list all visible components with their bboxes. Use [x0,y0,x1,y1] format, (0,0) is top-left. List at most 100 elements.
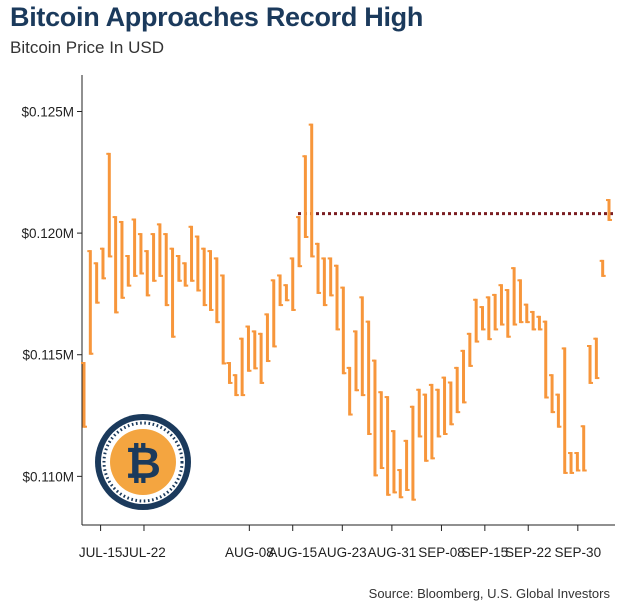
price-bar [213,257,220,324]
bitcoin-symbol: ₿ [125,438,161,489]
price-bar [523,303,530,324]
price-bar [599,259,606,277]
price-bar [549,374,556,414]
x-tick-label: AUG-08 [225,545,274,560]
x-tick-label: SEP-30 [555,545,602,560]
price-bar [409,405,416,501]
price-bar [327,257,334,297]
price-bar [473,298,480,343]
price-bar [99,247,106,280]
price-bar [359,296,366,397]
price-bar [435,388,442,438]
price-bar [245,325,252,372]
price-bar [365,320,372,435]
price-bar [81,362,87,428]
price-bar [346,366,353,416]
price-bar [125,255,132,287]
price-bar [296,216,303,268]
price-bar [194,235,201,292]
price-bar [403,439,410,491]
price-bar [460,349,467,404]
price-bar [606,199,612,221]
x-tick-label: AUG-31 [367,545,416,560]
x-tick-label: AUG-23 [318,545,367,560]
price-bar [378,391,385,470]
chart-title: Bitcoin Approaches Record High [10,2,424,32]
price-bar [536,315,543,331]
price-bar [321,257,328,307]
price-bar [93,262,100,304]
price-bar [587,345,594,384]
price-bar [352,330,359,392]
price-bar [302,155,309,238]
price-bar [340,286,347,375]
price-bar [283,284,290,302]
price-bar [574,452,581,472]
price-bar [308,123,315,258]
x-tick-label: AUG-15 [268,545,317,560]
price-bar [144,250,151,297]
price-bar [169,247,176,338]
price-bar [517,279,524,324]
x-tick-label: SEP-08 [418,545,465,560]
price-bar [277,274,284,307]
source-note: Source: Bloomberg, U.S. Global Investors [368,586,610,601]
x-tick-label: JUL-22 [122,545,166,560]
price-bar [454,366,461,414]
coin-face [110,429,176,495]
price-bar [131,218,138,277]
price-bar [422,393,429,462]
price-bar [416,388,423,438]
price-bar [137,233,144,275]
price-bar [201,247,208,307]
price-bars [81,123,612,501]
price-bar [371,359,378,477]
y-tick-label: $0.120M [21,226,74,241]
x-tick-label: SEP-15 [462,545,509,560]
price-bar [466,332,473,367]
price-bar [561,347,568,474]
price-bar [175,255,182,282]
price-bar [479,306,486,331]
price-bar [258,332,265,384]
price-bar [504,289,511,338]
x-tick-label: SEP-22 [505,545,552,560]
coin-ridged-edge [102,421,184,503]
price-bar [397,469,404,499]
price-bar [428,383,435,460]
bitcoin-coin-icon: ₿ [95,414,191,510]
price-bar [498,284,505,326]
price-bar [289,257,296,311]
price-bar [441,376,448,435]
price-bar [163,233,170,307]
price-bar [492,293,499,331]
price-bar [530,310,537,331]
price-bar [118,220,125,299]
price-bar [485,296,492,341]
price-bar [542,320,549,399]
price-bar [264,313,271,363]
price-bar [580,425,587,472]
price-bar [270,279,277,348]
y-tick-label: $0.110M [22,469,74,484]
price-bar [112,216,119,314]
y-tick-label: $0.115M [22,348,74,363]
price-bar [87,250,94,355]
price-bar [232,374,239,397]
price-bar [156,223,163,277]
price-bar [220,274,227,365]
price-bar [593,337,600,380]
price-bar [207,250,214,311]
price-bar [568,452,575,474]
x-tick-label: JUL-15 [79,545,123,560]
price-bar [251,330,258,370]
price-bar [390,430,397,494]
price-bar [447,381,454,426]
price-bar [226,362,233,384]
price-bar [334,264,341,331]
price-bar [188,225,195,282]
price-bar [182,262,189,287]
y-tick-label: $0.125M [21,104,74,119]
